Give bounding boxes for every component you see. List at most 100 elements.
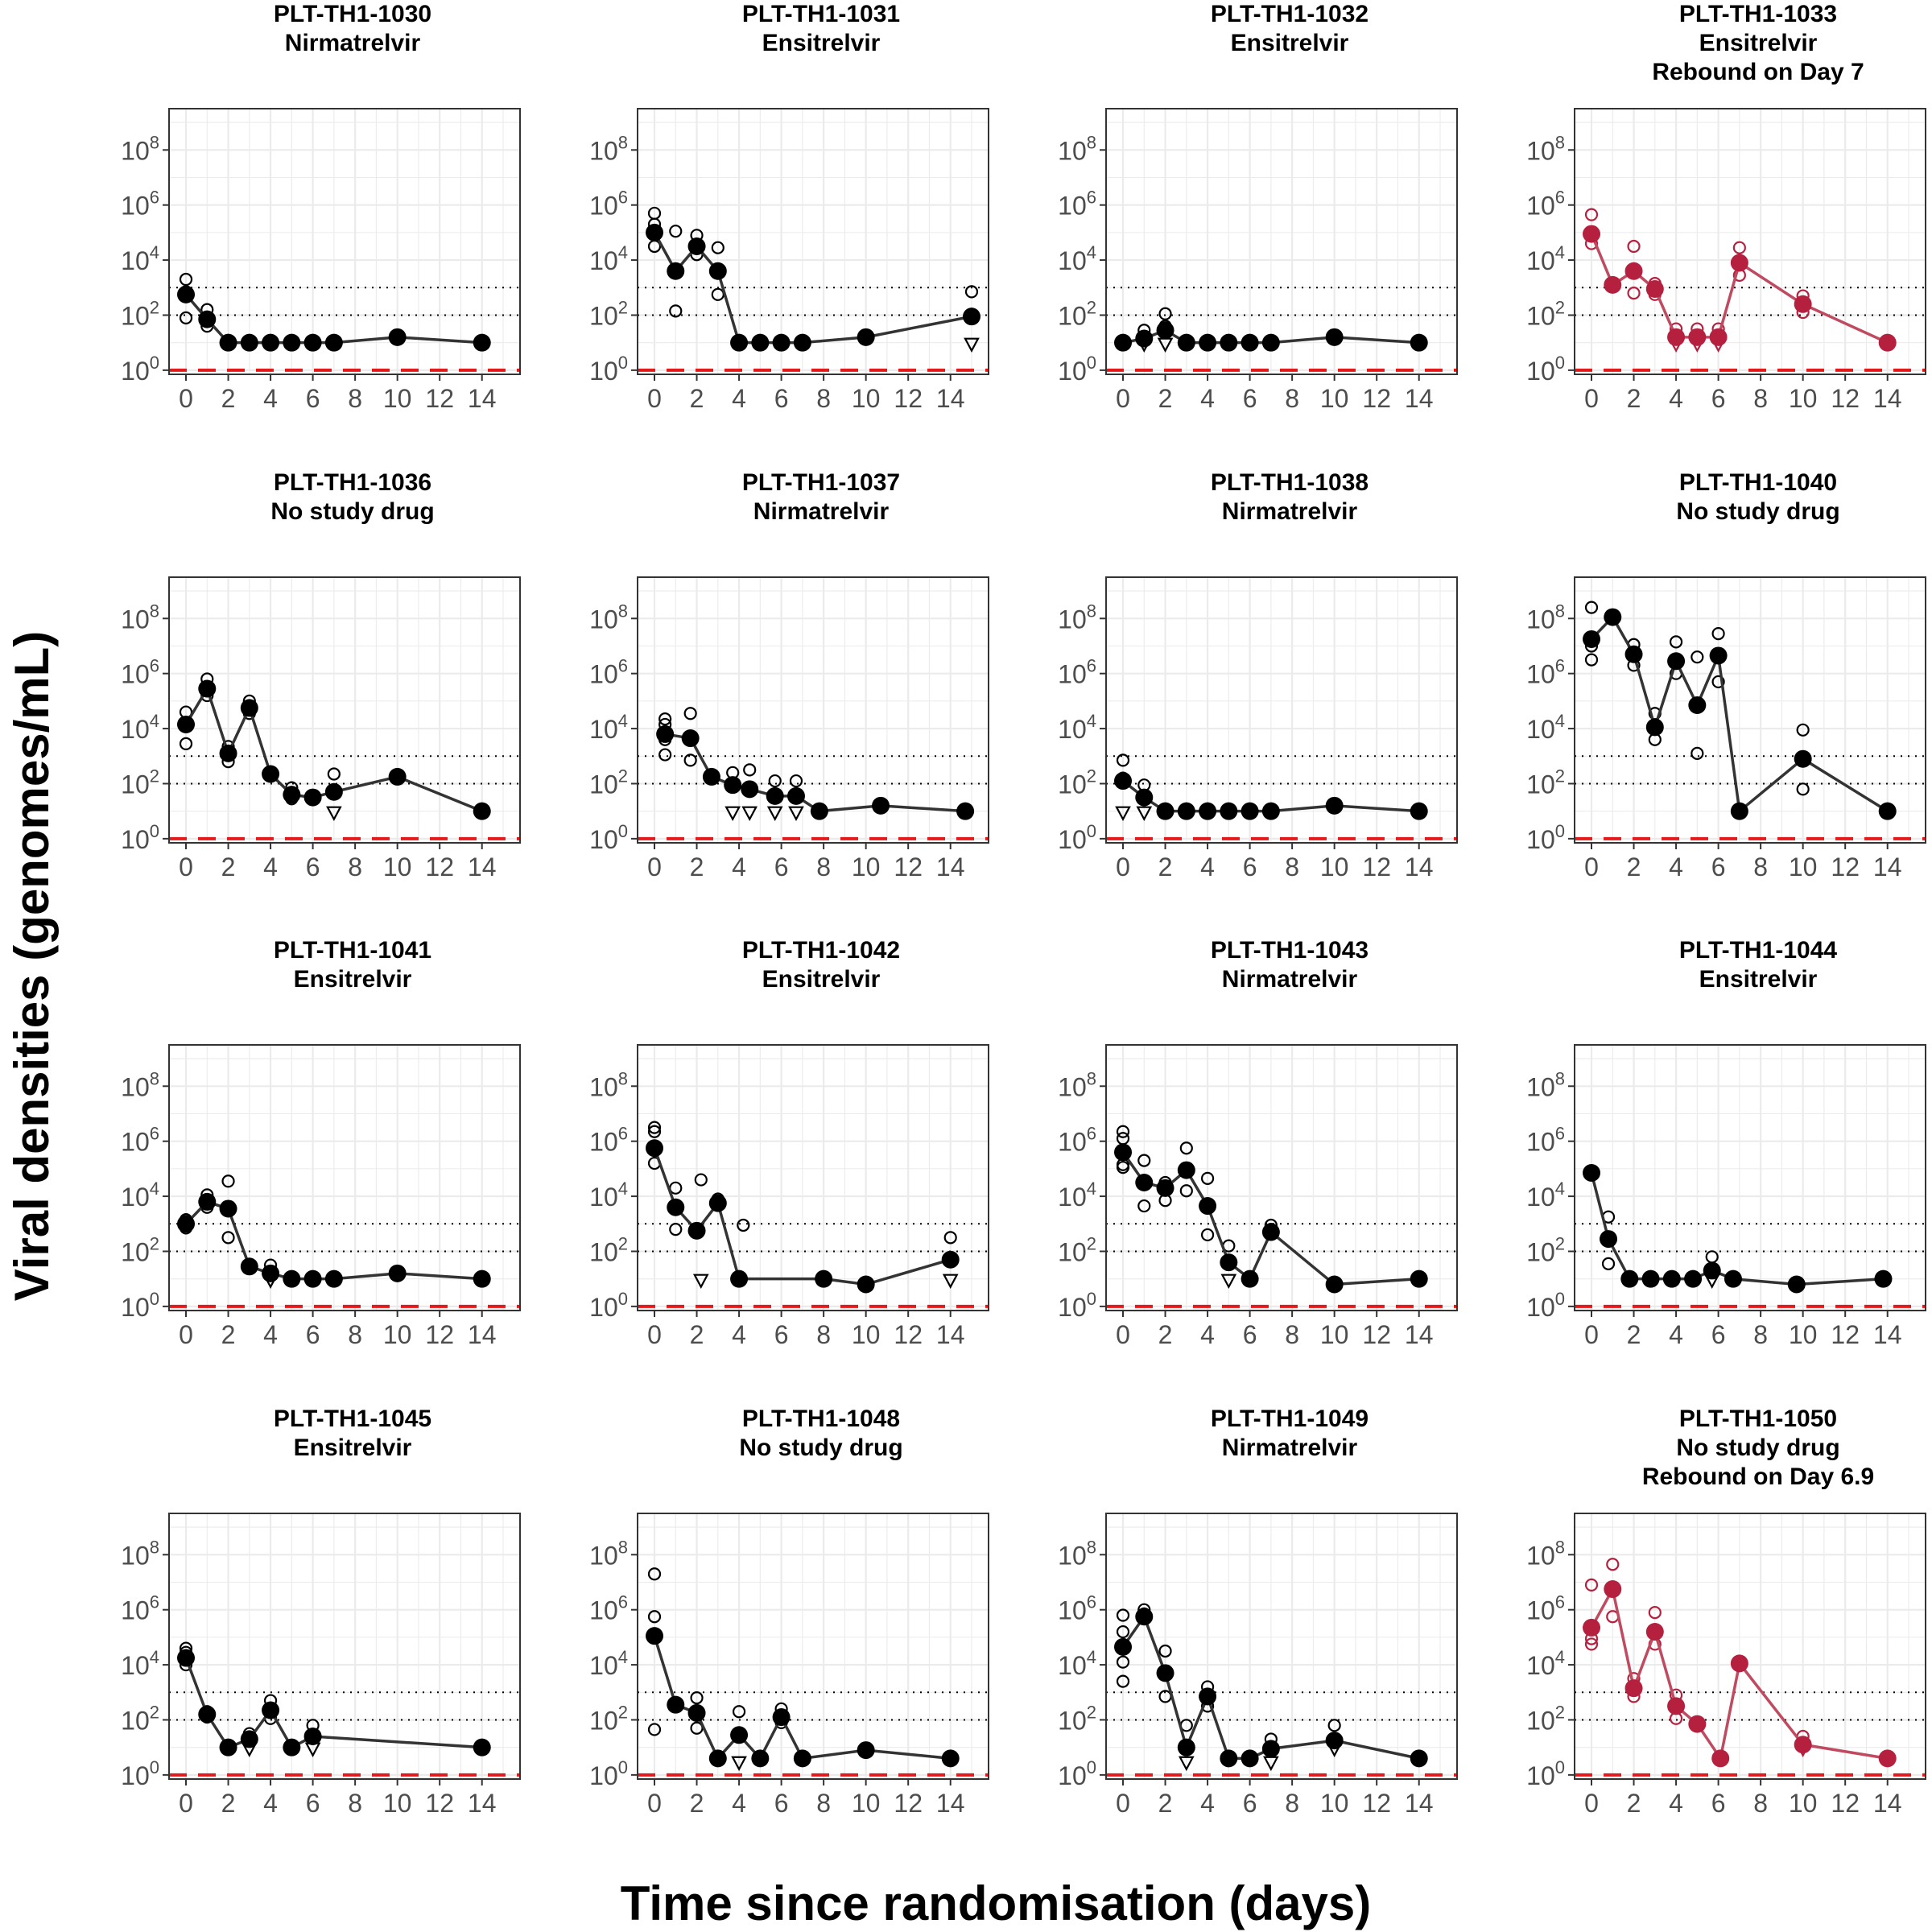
x-tick-label: 8	[1285, 1789, 1299, 1818]
x-tick-label: 0	[647, 852, 662, 881]
x-tick-label: 10	[383, 384, 412, 413]
x-tick-label: 10	[1320, 1320, 1349, 1349]
x-tick-label: 0	[1584, 1320, 1599, 1349]
mean-point	[1241, 1749, 1259, 1768]
censored-point	[1136, 806, 1153, 822]
sample-point	[1116, 1125, 1130, 1138]
mean-point	[473, 802, 491, 820]
mean-point	[198, 1192, 217, 1211]
mean-point	[1641, 1269, 1660, 1288]
sample-point	[1601, 1257, 1616, 1270]
x-tick-label: 14	[468, 1320, 497, 1349]
y-tick-label: 104	[1058, 1647, 1096, 1680]
mean-point	[1794, 1736, 1812, 1754]
mean-point	[324, 1269, 343, 1288]
sample-point	[1179, 1184, 1193, 1198]
mean-point	[1261, 802, 1280, 820]
panel-border	[168, 576, 521, 844]
sample-point	[768, 774, 782, 788]
mean-point	[793, 1749, 811, 1768]
panel-border	[637, 576, 989, 844]
sample-point	[1116, 753, 1130, 767]
x-tick-label: 8	[816, 384, 831, 413]
mean-point	[1156, 321, 1174, 340]
mean-point	[1410, 1269, 1428, 1288]
mean-point	[1241, 802, 1259, 820]
y-tick-label: 108	[1526, 601, 1565, 634]
panel-title: PLT-TH1-1041	[274, 937, 431, 964]
mean-point	[1709, 646, 1728, 665]
panel-subtitle: Ensitrelvir	[762, 30, 881, 56]
mean-point	[262, 333, 280, 352]
x-tick-label: 14	[936, 384, 965, 413]
x-tick-label: 4	[732, 1789, 746, 1818]
x-tick-label: 4	[732, 852, 746, 881]
x-tick-label: 14	[1405, 384, 1434, 413]
x-tick-label: 10	[852, 1320, 881, 1349]
mean-point	[708, 262, 727, 280]
x-tick-label: 0	[179, 852, 193, 881]
mean-point	[219, 333, 237, 352]
panel-subtitle: No study drug	[1676, 1435, 1839, 1461]
y-tick-label: 108	[1058, 601, 1096, 634]
sample-point	[1584, 653, 1599, 667]
mean-point	[303, 1727, 322, 1745]
sample-point	[1627, 239, 1641, 254]
mean-point	[810, 802, 828, 820]
mean-point	[198, 310, 217, 328]
x-tick-label: 10	[1789, 852, 1818, 881]
mean-point	[708, 1194, 727, 1212]
censored-point	[964, 337, 980, 353]
panel-border	[1105, 108, 1458, 375]
panel-subtitle: Ensitrelvir	[294, 966, 412, 993]
sample-point	[658, 712, 672, 726]
sample-point	[1732, 241, 1746, 254]
mean-point	[1583, 225, 1601, 243]
sample-point	[1116, 1674, 1130, 1688]
x-tick-label: 4	[1669, 1789, 1683, 1818]
mean-point	[1199, 1197, 1217, 1216]
sample-point	[1200, 1171, 1215, 1185]
y-tick-label: 108	[1058, 1537, 1096, 1570]
sample-point	[1796, 782, 1810, 796]
mean-point	[962, 308, 980, 326]
y-tick-label: 104	[589, 1179, 628, 1212]
x-tick-label: 12	[894, 852, 923, 881]
mean-point	[1114, 772, 1133, 791]
x-tick-label: 10	[1320, 852, 1349, 881]
panel-1: PLT-TH1-1030Nirmatrelvir1001021041061080…	[121, 1, 521, 413]
x-tick-label: 4	[732, 384, 746, 413]
x-tick-label: 8	[348, 1320, 362, 1349]
x-tick-label: 10	[852, 1789, 881, 1818]
y-tick-label: 106	[1526, 1124, 1565, 1157]
series-line	[664, 733, 966, 813]
x-tick-label: 0	[1584, 852, 1599, 881]
y-tick-label: 104	[1058, 242, 1096, 275]
mean-point	[240, 699, 258, 717]
sample-point	[1116, 1624, 1130, 1639]
sample-point	[1584, 1637, 1599, 1651]
y-tick-label: 108	[1526, 1537, 1565, 1570]
sample-point	[743, 763, 757, 777]
y-tick-label: 100	[1526, 821, 1565, 854]
series-line	[1590, 1585, 1889, 1762]
x-tick-label: 8	[348, 852, 362, 881]
x-tick-label: 6	[306, 1320, 320, 1349]
panel-subtitle: Ensitrelvir	[1699, 30, 1818, 56]
x-tick-label: 6	[774, 384, 789, 413]
y-tick-label: 106	[589, 656, 628, 689]
mean-point	[687, 237, 706, 255]
panel-title: PLT-TH1-1038	[1211, 469, 1368, 496]
mean-point	[240, 1257, 258, 1276]
sample-point	[658, 748, 672, 762]
panel-border	[168, 108, 521, 375]
sample-point	[732, 1705, 746, 1719]
x-tick-label: 2	[1158, 1320, 1173, 1349]
panel-title: PLT-TH1-1049	[1211, 1406, 1368, 1432]
y-tick-label: 106	[1058, 1592, 1096, 1625]
censored-point	[766, 806, 783, 822]
series-line	[1121, 1613, 1420, 1761]
